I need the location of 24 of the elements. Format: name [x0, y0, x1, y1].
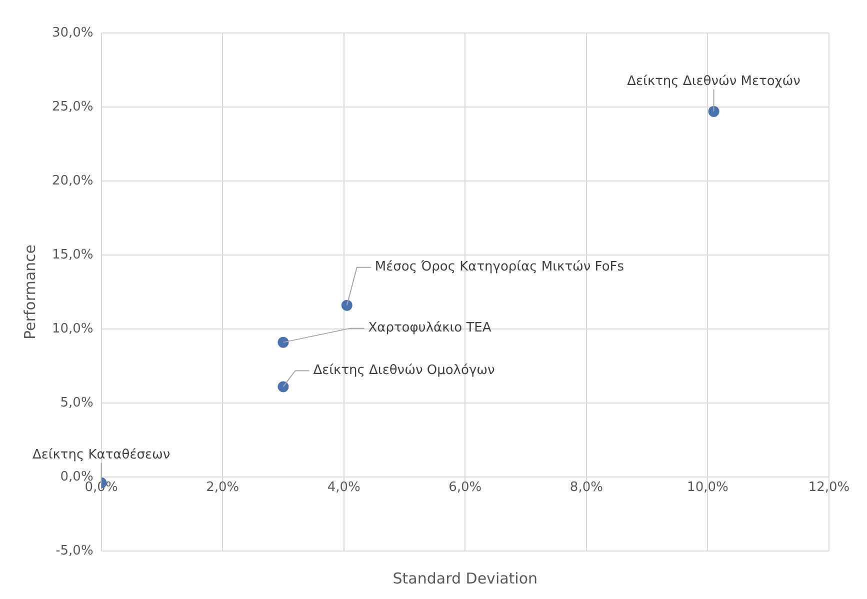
y-tick-label: 10,0%: [52, 321, 94, 336]
x-tick-label: 10,0%: [687, 480, 728, 496]
y-tick-label: 25,0%: [52, 99, 94, 114]
annotation: Δείκτης Διεθνών Μετοχών: [627, 74, 800, 89]
point: [278, 336, 289, 348]
x-axis-title: Standard Deviation: [392, 569, 538, 588]
point: [341, 300, 352, 311]
y-tick-label: -5,0%: [56, 543, 94, 558]
annotation: Μέσος Όρος Κατηγορίας Μικτών FoFs: [374, 260, 624, 275]
x-tick-label: 8,0%: [570, 480, 603, 496]
x-tick-label: 6,0%: [448, 480, 482, 496]
annotation: Δείκτης Διεθνών Ομολόγων: [313, 363, 495, 378]
y-axis-title: Performance: [20, 244, 39, 340]
annotation: Δείκτης Καταθέσεων: [32, 447, 170, 462]
point: [278, 381, 289, 392]
x-tick-label: 12,0%: [808, 480, 850, 496]
point: [708, 106, 720, 117]
y-tick-label: 20,0%: [52, 173, 94, 188]
x-tick-label: 4,0%: [327, 480, 360, 496]
y-tick-label: 30,0%: [52, 25, 94, 40]
x-tick-label: 2,0%: [206, 480, 240, 496]
annotation: Χαρτοφυλάκιο TEA: [368, 320, 492, 336]
y-tick-label: 15,0%: [52, 247, 94, 262]
y-tick-label: 5,0%: [60, 395, 94, 410]
